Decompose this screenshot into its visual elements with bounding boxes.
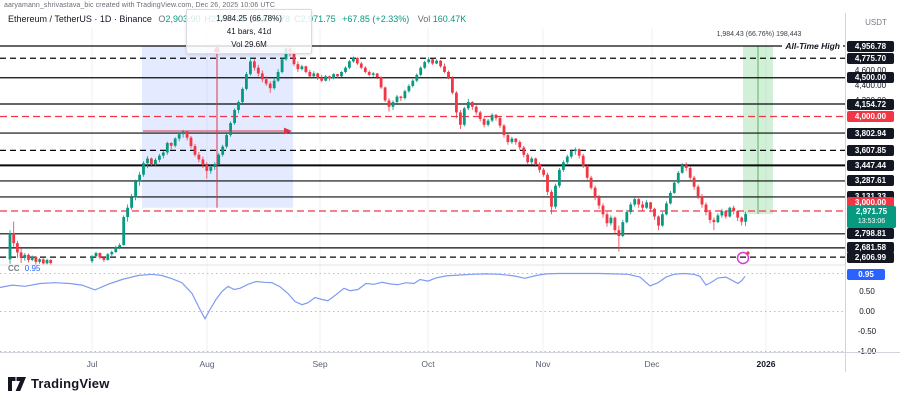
quote-currency-label: USDT (865, 18, 887, 27)
ohlc-field-value: 2,971.75 (300, 14, 336, 24)
time-axis-label: Dec (644, 359, 660, 369)
time-axis-label: 2026 (756, 359, 776, 369)
price-level-badge: 4,500.00 (847, 72, 894, 84)
date-price-range-tooltip: 1,984.25 (66.78%) 41 bars, 41d Vol 29.6M (186, 9, 312, 54)
price-level-badge: 3,447.44 (847, 159, 894, 171)
range-bars-text: 41 bars, 41d (226, 27, 272, 36)
correlation-line (0, 272, 746, 320)
event-marker-icon (736, 251, 750, 265)
indicator-legend[interactable]: CC 0.95 (8, 264, 40, 273)
attribution-text: aaryamann_shrivastava_bic created with T… (4, 2, 276, 9)
time-axis-label: Aug (199, 359, 215, 369)
volume-label: Vol (417, 14, 431, 24)
ohlc-field-value: 2,903.90 (165, 14, 201, 24)
range-delta-text: 1,984.25 (66.78%) (216, 14, 282, 23)
price-level-badge: 2,681.58 (847, 242, 894, 254)
indicator-tick: -1.00 (857, 346, 877, 356)
price-level-badge: 4,956.78 (847, 40, 894, 52)
range-volume-text: Vol 29.6M (231, 40, 267, 49)
all-time-high-label: All-Time High (782, 41, 843, 51)
indicator-tick: 0.95 (847, 268, 885, 280)
price-level-badge: 4,000.00 (847, 110, 894, 122)
tradingview-logo-text: TradingView (31, 376, 110, 391)
price-tick: 4,400.00 (854, 80, 887, 90)
price-scale-border (845, 13, 846, 372)
tradingview-logo-icon (8, 376, 26, 391)
indicator-tick: 0.50 (859, 286, 875, 296)
volume-value: 160.47K (432, 14, 467, 24)
price-tick: 4,600.00 (854, 66, 887, 76)
indicator-name: CC (8, 264, 20, 273)
price-level-badge: 4,154.72 (847, 98, 894, 110)
price-scale[interactable]: 4,600.004,400.004,200.004,956.784,775.70… (845, 13, 900, 373)
price-level-badge: 3,607.85 (847, 144, 894, 156)
indicator-value: 0.95 (24, 264, 41, 273)
ohlc-field-label: O (158, 14, 166, 24)
indicator-tick: -0.50 (857, 326, 877, 336)
change-value: +67.85 (+2.33%) (342, 14, 410, 24)
indicator-tick: 0.00 (859, 306, 875, 316)
time-axis-label: Jul (86, 359, 98, 369)
current-price-badge: 2,971.75 13:53:06 (847, 206, 896, 228)
time-axis-label: Nov (535, 359, 551, 369)
time-scale[interactable]: Jul Aug Sep Oct Nov Dec 2026 (0, 352, 900, 373)
price-level-badge: 4,775.70 (847, 52, 894, 64)
time-axis-label: Oct (421, 359, 435, 369)
price-level-badge: 2,606.99 (847, 251, 894, 263)
tradingview-logo[interactable]: TradingView (8, 376, 110, 391)
candles-layer (8, 46, 747, 265)
ath-projection-text: 1,984.43 (66.76%) 198,443 (716, 31, 802, 38)
bar-countdown: 13:53:06 (857, 218, 886, 225)
time-axis-label: Sep (312, 359, 328, 369)
price-level-badge: 2,798.81 (847, 228, 894, 240)
price-level-badge: 3,287.61 (847, 175, 894, 187)
current-price-value: 2,971.75 (855, 207, 888, 216)
symbol-title[interactable]: Ethereum / TetherUS · 1D · Binance (8, 14, 152, 24)
price-level-badge: 3,802.94 (847, 127, 894, 139)
price-level-badge: 3,000.00 (847, 196, 894, 208)
